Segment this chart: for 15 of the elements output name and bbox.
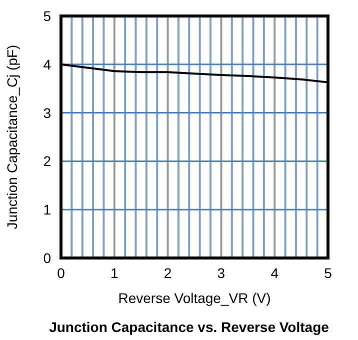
x-tick-label: 1 <box>110 265 118 281</box>
text: Junction Capacitance vs. Reverse Voltage <box>49 319 330 335</box>
x-tick-label: 4 <box>270 265 279 281</box>
y-tick-label: 2 <box>43 153 52 170</box>
y-tick-label: 3 <box>43 104 52 121</box>
y-tick-label: 5 <box>43 8 52 24</box>
x-tick-label: 2 <box>164 265 172 281</box>
x-tick-label: 3 <box>217 265 226 281</box>
y-axis-title: Junction Capacitance_Cj (pF) <box>4 44 20 230</box>
x-tick-label: 0 <box>57 265 66 281</box>
y-tick-label: 1 <box>43 202 52 218</box>
x-tick-label: 5 <box>324 265 332 281</box>
x-axis-title: Reverse Voltage_VR (V) <box>118 290 271 306</box>
y-tick-label: 0 <box>43 250 52 266</box>
y-tick-label: 4 <box>43 56 52 72</box>
